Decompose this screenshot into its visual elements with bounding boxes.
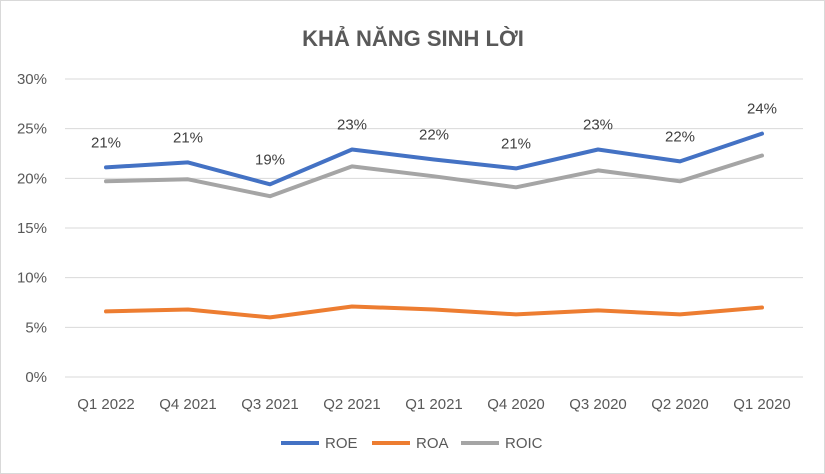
series-lines (104, 131, 764, 320)
data-label: 22% (419, 126, 449, 143)
data-label: 19% (255, 151, 285, 168)
data-label: 21% (501, 135, 531, 152)
x-tick-label: Q4 2021 (159, 396, 217, 413)
data-label: 21% (91, 134, 121, 151)
y-tick-label: 30% (17, 71, 47, 88)
legend-item-roic: ROIC (461, 435, 543, 452)
x-tick-label: Q1 2022 (77, 396, 135, 413)
y-tick-label: 10% (17, 270, 47, 287)
chart-title: KHẢ NĂNG SINH LỜI (302, 26, 524, 51)
x-tick-label: Q2 2021 (323, 396, 381, 413)
y-axis-ticks: 0% 5% 10% 15% 20% 25% 30% (17, 71, 47, 386)
data-label: 23% (337, 117, 367, 134)
x-tick-label: Q1 2021 (405, 396, 463, 413)
x-tick-label: Q1 2020 (733, 396, 791, 413)
data-label: 24% (747, 101, 777, 118)
series-line-roa (104, 304, 764, 320)
legend-label: ROA (416, 435, 449, 452)
y-tick-label: 20% (17, 170, 47, 187)
series-line-roic (104, 153, 764, 199)
data-label: 22% (665, 128, 695, 145)
legend-label: ROIC (505, 435, 543, 452)
legend-item-roa: ROA (372, 435, 449, 452)
gridlines (65, 78, 803, 378)
x-tick-label: Q4 2020 (487, 396, 545, 413)
x-tick-label: Q3 2021 (241, 396, 299, 413)
data-label: 21% (173, 129, 203, 146)
data-label: 23% (583, 117, 613, 134)
y-tick-label: 0% (25, 369, 47, 386)
series-line-roe (104, 131, 764, 187)
x-tick-label: Q3 2020 (569, 396, 627, 413)
y-tick-label: 15% (17, 220, 47, 237)
x-tick-label: Q2 2020 (651, 396, 709, 413)
legend: ROE ROA ROIC (281, 435, 543, 452)
legend-label: ROE (325, 435, 358, 452)
legend-item-roe: ROE (281, 435, 358, 452)
y-tick-label: 25% (17, 121, 47, 138)
x-axis-ticks: Q1 2022 Q4 2021 Q3 2021 Q2 2021 Q1 2021 Q4 20… (77, 396, 791, 413)
data-labels: 21% 21% 19% 23% 22% 21% 23% 22% 24% (91, 101, 777, 169)
y-tick-label: 5% (25, 319, 47, 336)
